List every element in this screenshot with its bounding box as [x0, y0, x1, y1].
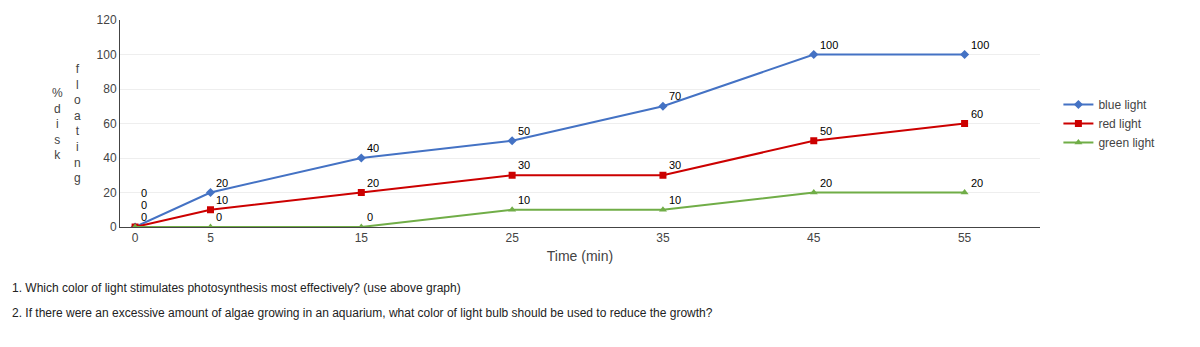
svg-text:80: 80 — [103, 82, 117, 96]
svg-text:35: 35 — [656, 231, 670, 245]
svg-text:0: 0 — [132, 231, 139, 245]
svg-text:40: 40 — [103, 151, 117, 165]
svg-text:20: 20 — [820, 177, 832, 189]
svg-text:2. If there were an excessive: 2. If there were an excessive amount of … — [12, 306, 713, 320]
svg-text:50: 50 — [820, 125, 832, 137]
svg-text:120: 120 — [97, 13, 117, 27]
svg-text:0: 0 — [110, 220, 117, 234]
svg-text:%disk: %disk — [52, 86, 63, 162]
svg-text:0: 0 — [367, 211, 373, 223]
svg-text:20: 20 — [103, 186, 117, 200]
svg-text:5: 5 — [207, 231, 214, 245]
svg-text:floating: floating — [74, 62, 81, 185]
svg-text:10: 10 — [669, 194, 681, 206]
svg-text:0: 0 — [141, 199, 147, 211]
svg-text:100: 100 — [97, 48, 117, 62]
svg-text:30: 30 — [669, 159, 681, 171]
svg-text:15: 15 — [355, 231, 369, 245]
svg-text:100: 100 — [820, 39, 838, 51]
svg-text:30: 30 — [518, 159, 530, 171]
svg-text:20: 20 — [216, 177, 228, 189]
svg-text:red light: red light — [1098, 117, 1141, 131]
svg-text:100: 100 — [971, 39, 989, 51]
svg-text:70: 70 — [669, 90, 681, 102]
svg-text:green light: green light — [1098, 136, 1155, 150]
svg-text:45: 45 — [807, 231, 821, 245]
svg-text:40: 40 — [367, 142, 379, 154]
svg-text:0: 0 — [141, 187, 147, 199]
svg-text:50: 50 — [518, 125, 530, 137]
svg-text:60: 60 — [103, 117, 117, 131]
svg-text:Time (min): Time (min) — [547, 248, 613, 264]
svg-text:20: 20 — [367, 177, 379, 189]
svg-text:10: 10 — [518, 194, 530, 206]
svg-text:0: 0 — [216, 211, 222, 223]
svg-text:60: 60 — [971, 108, 983, 120]
svg-text:1. Which color of light stimul: 1. Which color of light stimulates photo… — [12, 281, 461, 295]
svg-text:blue light: blue light — [1098, 98, 1147, 112]
svg-text:25: 25 — [505, 231, 519, 245]
svg-text:55: 55 — [958, 231, 972, 245]
svg-text:0: 0 — [141, 211, 147, 223]
svg-text:10: 10 — [216, 194, 228, 206]
svg-text:20: 20 — [971, 177, 983, 189]
